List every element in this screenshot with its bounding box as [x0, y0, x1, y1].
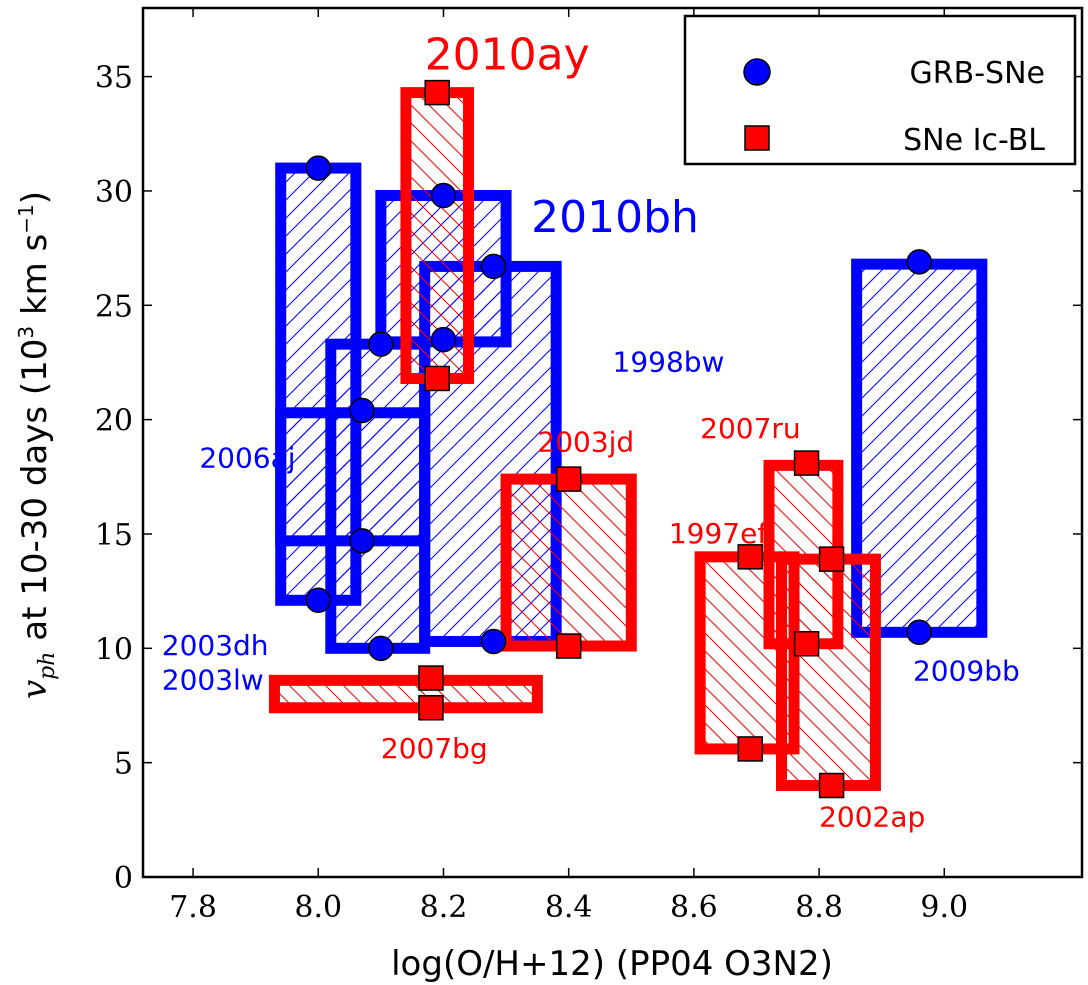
label-2007bg: 2007bg	[381, 732, 488, 765]
y-tick-label: 30	[95, 175, 133, 210]
y-label-unit-sup: −1	[14, 204, 38, 233]
legend-label-grb: GRB-SNe	[910, 56, 1045, 91]
label-2010ay: 2010ay	[425, 30, 590, 81]
label-2010bh: 2010bh	[531, 192, 699, 243]
y-tick-label: 35	[95, 61, 133, 96]
plot-border	[141, 6, 1084, 879]
point-2007bg	[418, 665, 444, 691]
y-tick-label: 20	[95, 404, 133, 439]
legend: GRB-SNe SNe Ic-BL	[683, 14, 1077, 166]
point-2010bh	[430, 326, 457, 353]
range-box-2003jd	[500, 473, 637, 652]
point-2003lw	[368, 331, 394, 357]
label-2007ru: 2007ru	[700, 412, 801, 445]
point-2009bb	[906, 619, 932, 646]
label-2002ap: 2002ap	[819, 801, 925, 834]
x-tick-label: 8.0	[294, 890, 342, 925]
point-2003dh	[349, 397, 375, 424]
point-2002ap	[818, 546, 845, 572]
point-2002ap	[818, 772, 845, 799]
point-1998bw	[480, 253, 507, 280]
point-2003jd	[555, 466, 582, 492]
point-2007ru	[793, 450, 820, 476]
point-2007ru	[793, 630, 820, 657]
range-box-2003lw	[325, 338, 431, 654]
point-2003jd	[555, 633, 582, 659]
x-tick-label: 8.8	[795, 890, 843, 925]
point-2010bh	[430, 182, 457, 209]
y-tick-label: 15	[95, 518, 133, 553]
point-2006aj	[305, 155, 332, 181]
point-1998bw	[480, 628, 507, 655]
point-1997ef	[737, 544, 763, 570]
label-2003jd: 2003jd	[537, 426, 634, 459]
point-2009bb	[906, 249, 932, 275]
label-2009bb: 2009bb	[913, 654, 1020, 687]
x-axis-label: log(O/H+12) (PP04 O3N2)	[391, 944, 833, 984]
y-tick-label: 10	[95, 632, 133, 667]
y-label-rest: at 10-30 days (10	[15, 339, 55, 652]
y-label-sup: 3	[14, 326, 38, 339]
svg-text:vph at 10-30 days (103 km s−1): vph at 10-30 days (103 km s−1)	[14, 191, 60, 699]
y-label-main: v	[15, 680, 55, 699]
legend-marker-grb	[743, 58, 771, 86]
label-1997ef: 1997ef	[669, 517, 768, 550]
x-tick-label: 7.8	[169, 890, 217, 925]
range-box-2002ap	[776, 553, 881, 792]
point-2010ay	[424, 79, 450, 106]
point-2007bg	[418, 695, 444, 721]
y-tick-label: 5	[114, 747, 133, 782]
point-1997ef	[737, 736, 763, 762]
label-2006aj: 2006aj	[199, 442, 295, 475]
y-label-unit: km s	[15, 234, 55, 326]
label-2003dh: 2003dh	[162, 629, 269, 662]
axis-ticks: 7.8 8.0 8.2 8.4 8.6 8.8 9.0 0 5 10 15 20 25 30 35	[95, 8, 1082, 925]
x-tick-label: 8.4	[545, 890, 593, 925]
plot-frame	[141, 6, 1084, 879]
x-tick-label: 8.2	[420, 890, 468, 925]
y-tick-label: 25	[95, 289, 133, 324]
label-2003lw: 2003lw	[162, 663, 264, 696]
point-2010ay	[424, 365, 450, 392]
data-points	[305, 79, 932, 799]
label-1998bw: 1998bw	[613, 346, 725, 379]
legend-marker-icbl	[744, 125, 770, 151]
point-2003lw	[368, 635, 394, 662]
x-tick-label: 9.0	[920, 890, 968, 925]
y-label-sub: ph	[35, 652, 60, 680]
point-2006aj	[305, 587, 332, 614]
y-label-close: )	[15, 191, 55, 204]
point-2003dh	[349, 528, 375, 554]
y-axis-label: vph at 10-30 days (103 km s−1)	[14, 191, 60, 699]
range-box-2007bg	[268, 674, 543, 714]
x-tick-label: 8.6	[670, 890, 718, 925]
y-tick-label: 0	[114, 861, 133, 896]
legend-label-icbl: SNe Ic-BL	[903, 123, 1045, 158]
